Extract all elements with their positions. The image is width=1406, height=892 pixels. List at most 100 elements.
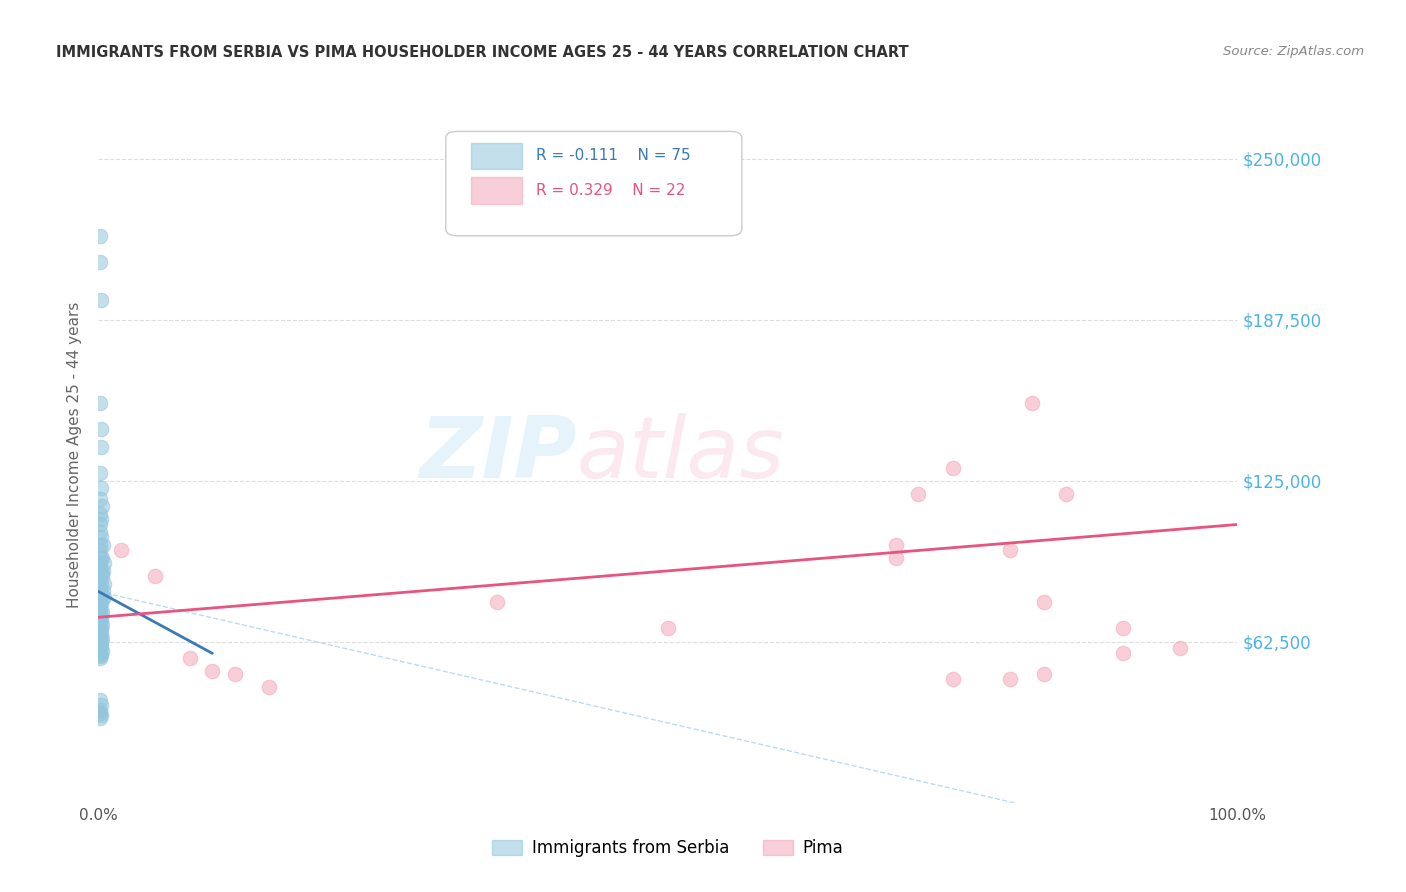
Point	[110, 543, 132, 558]
Point	[89, 599, 111, 614]
Point	[89, 507, 111, 521]
Point	[89, 651, 111, 665]
Point	[942, 672, 965, 686]
Point	[90, 587, 112, 601]
Point	[89, 466, 111, 480]
Point	[89, 517, 111, 532]
Text: R = 0.329    N = 22: R = 0.329 N = 22	[536, 183, 685, 198]
Point	[89, 595, 111, 609]
Point	[89, 636, 111, 650]
Point	[1170, 641, 1192, 656]
Point	[89, 711, 111, 725]
Point	[884, 551, 907, 566]
Point	[89, 631, 111, 645]
Point	[89, 646, 111, 660]
Point	[89, 561, 111, 575]
Point	[89, 692, 111, 706]
Text: ZIP: ZIP	[419, 413, 576, 497]
Point	[1112, 621, 1135, 635]
Point	[93, 576, 115, 591]
Point	[91, 538, 114, 552]
Point	[90, 512, 112, 526]
Point	[90, 632, 112, 647]
Point	[89, 611, 111, 625]
Point	[89, 491, 111, 506]
Point	[90, 592, 112, 607]
Point	[89, 623, 111, 637]
Point	[91, 584, 114, 599]
Point	[907, 486, 929, 500]
Point	[93, 556, 115, 570]
Point	[89, 641, 111, 656]
Point	[89, 602, 111, 616]
Point	[90, 640, 112, 654]
Point	[90, 613, 112, 627]
Point	[179, 651, 201, 665]
Point	[89, 639, 111, 653]
Point	[90, 500, 112, 514]
Point	[89, 637, 111, 651]
Point	[89, 254, 111, 268]
Point	[1112, 646, 1135, 660]
Point	[1032, 667, 1054, 681]
Point	[90, 293, 112, 308]
Point	[90, 628, 112, 642]
Point	[90, 634, 112, 648]
Point	[90, 440, 112, 454]
Point	[89, 630, 111, 644]
Point	[998, 672, 1021, 686]
Point	[89, 703, 111, 717]
Point	[93, 590, 115, 604]
Point	[998, 543, 1021, 558]
Point	[89, 648, 111, 663]
Point	[90, 569, 112, 583]
Point	[942, 460, 965, 475]
Point	[90, 644, 112, 658]
Point	[89, 543, 111, 558]
Point	[884, 538, 907, 552]
Point	[145, 569, 167, 583]
Point	[89, 572, 111, 586]
Point	[90, 422, 112, 436]
Point	[657, 621, 679, 635]
FancyBboxPatch shape	[446, 131, 742, 235]
Point	[89, 610, 111, 624]
Text: R = -0.111    N = 75: R = -0.111 N = 75	[536, 148, 690, 163]
Point	[201, 665, 224, 679]
Point	[1054, 486, 1078, 500]
Point	[90, 618, 112, 632]
Text: atlas: atlas	[576, 413, 785, 497]
Point	[89, 525, 111, 540]
Point	[90, 576, 112, 591]
Point	[90, 598, 112, 612]
Point	[89, 590, 111, 604]
Point	[90, 698, 112, 712]
Point	[486, 595, 509, 609]
Point	[90, 551, 112, 566]
Point	[89, 625, 111, 640]
Point	[90, 551, 112, 566]
Point	[90, 648, 112, 662]
Point	[259, 680, 281, 694]
Point	[90, 482, 112, 496]
Legend: Immigrants from Serbia, Pima: Immigrants from Serbia, Pima	[485, 833, 851, 864]
Point	[90, 566, 112, 581]
Point	[89, 228, 111, 243]
Point	[89, 582, 111, 596]
Point	[89, 642, 111, 657]
Point	[89, 615, 111, 630]
Text: IMMIGRANTS FROM SERBIA VS PIMA HOUSEHOLDER INCOME AGES 25 - 44 YEARS CORRELATION: IMMIGRANTS FROM SERBIA VS PIMA HOUSEHOLD…	[56, 45, 908, 60]
Point	[89, 627, 111, 641]
Point	[89, 633, 111, 648]
Point	[1032, 595, 1054, 609]
Point	[90, 605, 112, 619]
Point	[90, 708, 112, 723]
Point	[89, 538, 111, 552]
Point	[91, 564, 114, 578]
Text: Source: ZipAtlas.com: Source: ZipAtlas.com	[1223, 45, 1364, 58]
Point	[90, 622, 112, 636]
Point	[1021, 396, 1043, 410]
Point	[89, 706, 111, 720]
FancyBboxPatch shape	[471, 178, 522, 203]
Point	[90, 530, 112, 544]
